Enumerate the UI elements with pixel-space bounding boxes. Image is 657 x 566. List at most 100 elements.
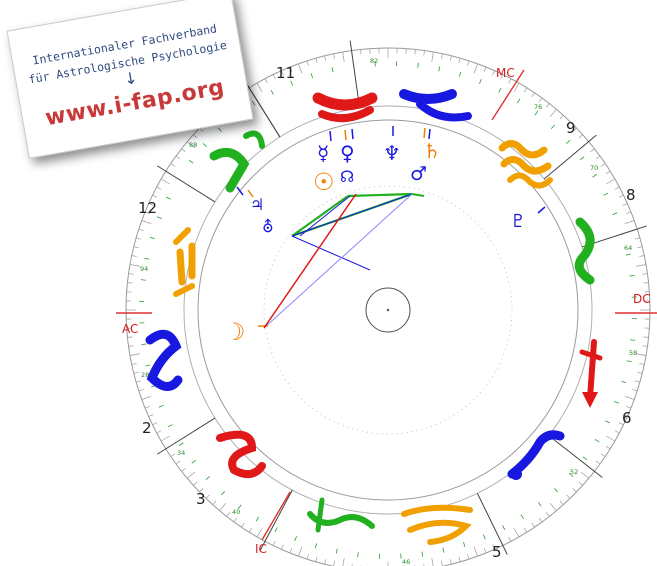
degree-tick xyxy=(458,556,461,562)
degree-label: 40 xyxy=(232,508,240,516)
degree-tick xyxy=(212,500,217,505)
degree-tick xyxy=(136,237,142,240)
degree-tick xyxy=(637,246,643,249)
scorpio-icon xyxy=(507,430,565,480)
degree-tick xyxy=(636,264,647,267)
degree-tick xyxy=(233,517,238,523)
degree-tick xyxy=(129,264,140,267)
minor-tick xyxy=(252,100,256,106)
minor-tick xyxy=(594,438,600,443)
degree-tick xyxy=(414,49,416,55)
degree-tick xyxy=(622,203,628,206)
node-icon: ☊ xyxy=(340,167,354,186)
house-8-label: 8 xyxy=(626,186,636,204)
ac-label: AC xyxy=(122,322,138,336)
degree-tick xyxy=(643,282,649,284)
house-9-label: 9 xyxy=(566,119,576,137)
degree-tick xyxy=(492,70,495,76)
degree-tick xyxy=(626,211,632,215)
degree-tick xyxy=(531,92,535,98)
degree-tick xyxy=(538,97,543,103)
degree-tick xyxy=(351,564,353,566)
degree-tick xyxy=(595,155,601,160)
degree-tick xyxy=(483,548,487,554)
degree-tick xyxy=(256,528,263,538)
degree-tick xyxy=(483,66,487,72)
degree-tick xyxy=(264,78,268,84)
minor-tick xyxy=(141,343,147,346)
degree-tick xyxy=(606,435,616,442)
mc-label: MC xyxy=(496,66,515,80)
degree-tick xyxy=(141,395,152,400)
center-dot xyxy=(386,308,390,312)
degree-label: 34 xyxy=(177,449,185,457)
degree-tick xyxy=(160,178,170,185)
minor-tick xyxy=(458,71,462,77)
degree-tick xyxy=(272,540,276,546)
minor-tick xyxy=(357,552,359,558)
degree-tick xyxy=(549,109,557,118)
minor-tick xyxy=(463,541,466,547)
degree-tick xyxy=(634,380,640,383)
degree-tick xyxy=(156,186,162,190)
degree-tick xyxy=(281,544,284,550)
minor-tick xyxy=(314,543,318,549)
degree-tick xyxy=(141,220,152,225)
degree-tick xyxy=(449,559,452,565)
sticker-card: Internationaler Fachverband für Astrolog… xyxy=(6,0,254,159)
degree-tick xyxy=(473,63,478,74)
degree-tick xyxy=(642,273,648,275)
degree-tick xyxy=(170,163,176,167)
degree-tick xyxy=(256,82,263,92)
degree-tick xyxy=(306,554,309,560)
house-3-label: 3 xyxy=(196,490,206,508)
minor-tick xyxy=(603,192,609,196)
degree-tick xyxy=(624,395,635,400)
minor-tick xyxy=(191,459,196,464)
degree-tick xyxy=(241,522,245,528)
minor-tick xyxy=(274,527,278,533)
degree-tick xyxy=(306,60,309,66)
degree-tick xyxy=(333,561,335,566)
minor-tick xyxy=(516,98,521,104)
minor-tick xyxy=(149,236,155,240)
house-2-label: 2 xyxy=(142,419,152,437)
ic-label: IC xyxy=(255,542,267,556)
degree-tick xyxy=(492,544,495,550)
venus-icon: ♀ xyxy=(340,141,355,165)
house-cusp-line xyxy=(157,417,216,455)
degree-tick xyxy=(219,502,227,511)
degree-tick xyxy=(441,53,443,59)
degree-tick xyxy=(639,255,645,257)
house-6-label: 6 xyxy=(622,409,632,427)
minor-tick xyxy=(569,472,574,477)
house-5-label: 5 xyxy=(492,543,502,561)
degree-tick xyxy=(624,220,635,225)
degree-tick xyxy=(538,517,543,523)
degree-tick xyxy=(193,481,198,486)
degree-tick xyxy=(578,134,583,139)
minor-tick xyxy=(605,420,611,424)
minor-tick xyxy=(205,476,210,481)
mercury-icon: ☿ xyxy=(317,141,329,165)
degree-tick xyxy=(136,380,142,383)
minor-tick xyxy=(629,274,635,277)
minor-tick xyxy=(502,525,506,531)
degree-tick xyxy=(590,148,595,153)
minor-tick xyxy=(158,404,164,408)
degree-tick xyxy=(580,471,589,479)
degree-tick xyxy=(324,55,327,61)
degree-tick xyxy=(138,389,144,392)
degree-tick xyxy=(187,471,196,479)
minor-tick xyxy=(534,110,539,116)
degree-tick xyxy=(523,527,528,533)
degree-tick xyxy=(634,237,640,240)
house-cusp-line xyxy=(157,165,216,203)
degree-tick xyxy=(133,371,139,374)
degree-tick xyxy=(545,103,550,108)
degree-tick xyxy=(566,494,571,499)
degree-tick xyxy=(595,460,601,465)
pluto-icon: ♇ xyxy=(510,211,526,232)
aspect-ring xyxy=(263,185,513,435)
degree-tick xyxy=(315,556,318,562)
